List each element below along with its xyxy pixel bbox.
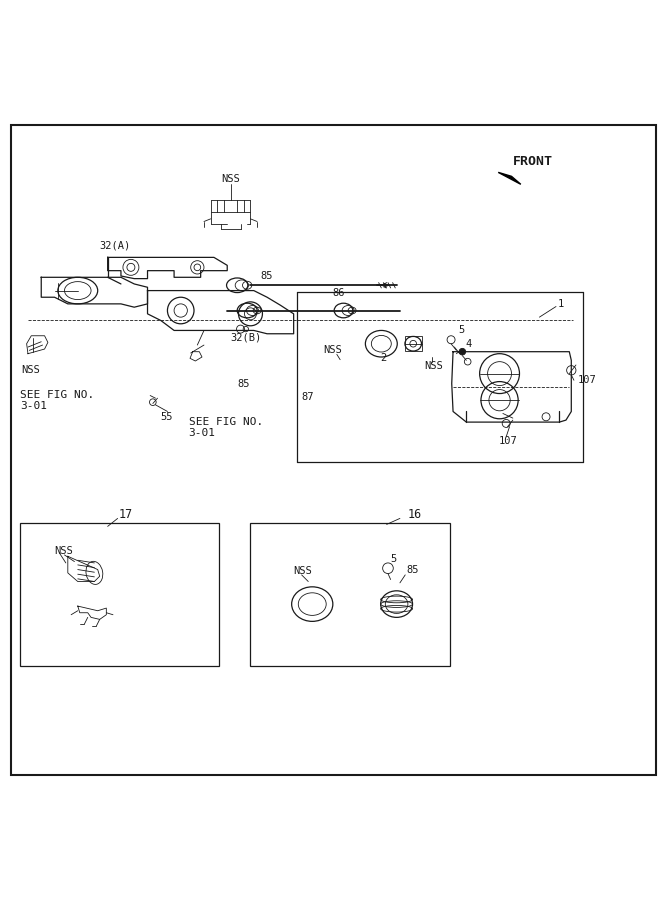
- Text: 86: 86: [332, 288, 345, 298]
- Text: SEE FIG NO.: SEE FIG NO.: [189, 417, 263, 428]
- Text: 16: 16: [408, 508, 422, 521]
- Text: 32(A): 32(A): [99, 240, 131, 250]
- Text: NSS: NSS: [55, 546, 73, 556]
- Text: NSS: NSS: [21, 365, 40, 375]
- Text: NSS: NSS: [323, 346, 342, 356]
- Text: 1: 1: [558, 299, 564, 309]
- Text: 3-01: 3-01: [189, 428, 215, 438]
- Bar: [406, 337, 422, 351]
- Text: 3-01: 3-01: [20, 401, 47, 411]
- Text: NSS: NSS: [293, 566, 312, 576]
- Text: NSS: NSS: [221, 174, 240, 184]
- Polygon shape: [498, 173, 521, 184]
- Text: 2: 2: [380, 354, 386, 364]
- Text: NSS: NSS: [424, 361, 443, 372]
- Bar: [251, 523, 450, 666]
- Circle shape: [459, 348, 466, 355]
- Text: FRONT: FRONT: [513, 155, 553, 167]
- Text: 85: 85: [407, 564, 419, 574]
- Text: 85: 85: [260, 271, 273, 281]
- Text: 5: 5: [458, 325, 465, 335]
- Text: 17: 17: [119, 508, 133, 521]
- Text: 4: 4: [465, 338, 472, 348]
- Text: 107: 107: [578, 374, 597, 384]
- Bar: [20, 523, 219, 666]
- Text: 85: 85: [237, 379, 249, 389]
- Text: 107: 107: [498, 436, 517, 446]
- Text: 55: 55: [161, 412, 173, 422]
- Text: 87: 87: [301, 392, 314, 402]
- Text: SEE FIG NO.: SEE FIG NO.: [20, 390, 94, 400]
- Text: 5: 5: [390, 554, 396, 564]
- Text: 32(B): 32(B): [231, 332, 261, 342]
